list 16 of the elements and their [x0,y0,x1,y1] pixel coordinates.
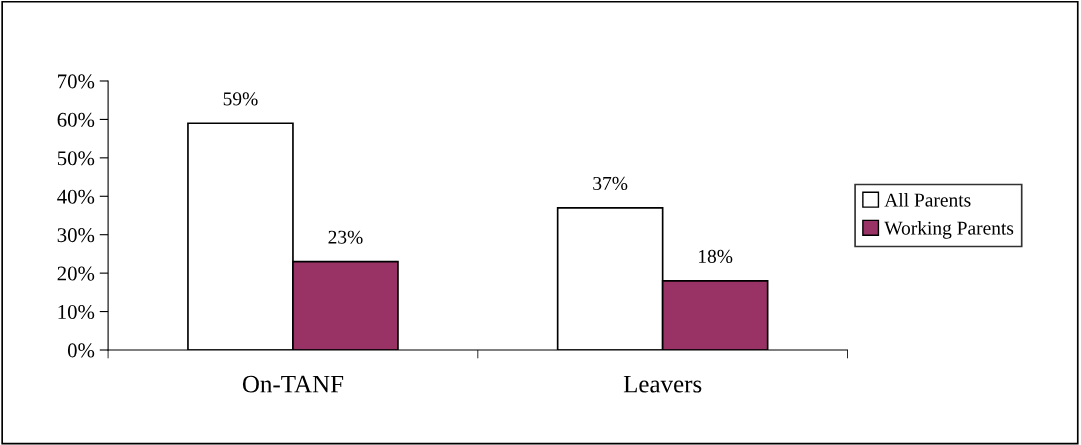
y-tick-label: 40% [57,189,95,204]
text: 59% [223,92,258,106]
text: 18% [699,249,733,264]
y-tick-label: 50% [57,151,95,166]
y-tick-label: 20% [57,266,95,281]
y-tick-label: 60% [57,112,95,127]
text: 37% [593,176,628,191]
legend-label: All Parents [884,192,971,207]
y-tick-label: 0% [67,343,95,358]
x-tick-label: On-TANF [242,375,344,393]
y-tick-label: 30% [57,228,95,243]
y-tick-label: 10% [58,304,95,320]
x-tick-label: Leavers [623,375,702,393]
y-tick-label: 70% [58,74,95,89]
legend-label: Working Parents [884,221,1014,239]
text: 23% [328,230,363,244]
